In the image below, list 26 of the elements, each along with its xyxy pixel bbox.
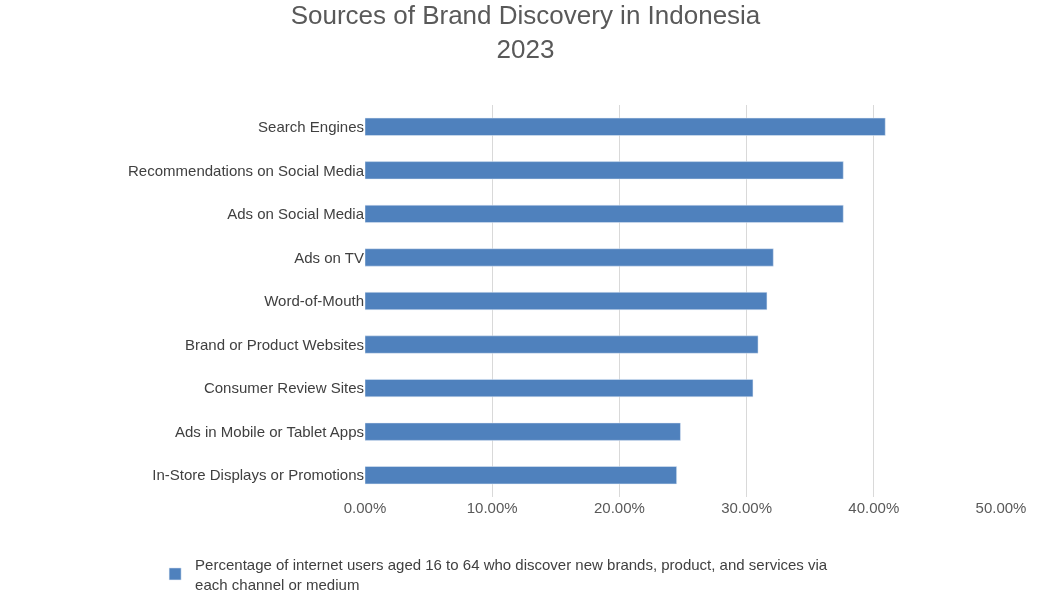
bar bbox=[365, 466, 677, 485]
bar bbox=[365, 204, 844, 223]
bar bbox=[365, 379, 754, 398]
x-tick-label: 10.00% bbox=[466, 499, 518, 516]
x-tick-label: 40.00% bbox=[848, 499, 900, 516]
y-tick-label: In-Store Displays or Promotions bbox=[152, 466, 364, 484]
y-tick-label: Brand or Product Websites bbox=[185, 335, 364, 353]
bar bbox=[365, 248, 774, 267]
y-tick-label: Ads on TV bbox=[294, 248, 364, 266]
y-tick-label: Ads on Social Media bbox=[227, 205, 365, 223]
y-tick-label: Recommendations on Social Media bbox=[128, 161, 365, 179]
legend-label: Percentage of internet users aged 16 to 64 who discover new brands, product, and services via each channel or medium bbox=[195, 556, 828, 593]
y-tick-label: Search Engines bbox=[258, 118, 364, 136]
x-tick-label: 50.00% bbox=[975, 499, 1027, 516]
x-tick-label: 30.00% bbox=[721, 499, 773, 516]
y-tick-label: Word-of-Mouth bbox=[264, 292, 364, 310]
bar bbox=[365, 335, 759, 354]
y-tick-label: Consumer Review Sites bbox=[203, 379, 364, 397]
bar bbox=[365, 292, 768, 310]
bar bbox=[365, 161, 844, 180]
x-tick-label: 20.00% bbox=[593, 499, 645, 516]
x-tick-label: 0.00% bbox=[343, 499, 387, 516]
bar bbox=[365, 422, 681, 441]
y-tick-label: Ads in Mobile or Tablet Apps bbox=[174, 422, 364, 440]
chart-title: Sources of Brand Discovery in Indonesia 2023 bbox=[290, 0, 761, 65]
bar bbox=[365, 117, 886, 136]
